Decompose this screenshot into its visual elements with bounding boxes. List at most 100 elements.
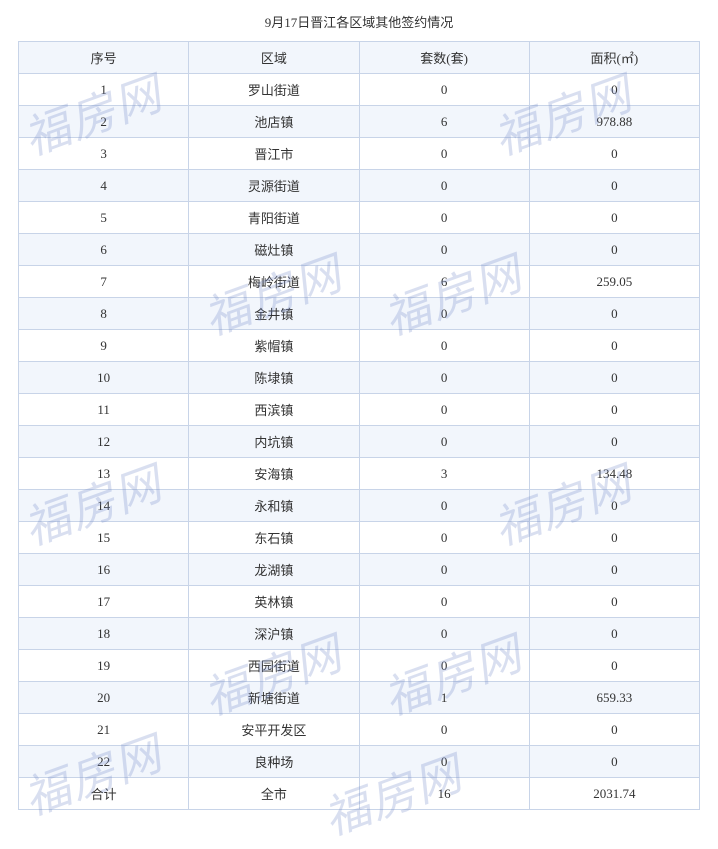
- table-cell: 17: [19, 586, 189, 618]
- table-cell: 15: [19, 522, 189, 554]
- col-area: 面积(㎡): [529, 42, 699, 74]
- table-row: 7梅岭街道6259.05: [19, 266, 700, 298]
- table-cell: 0: [359, 394, 529, 426]
- table-cell: 晋江市: [189, 138, 359, 170]
- table-cell: 1: [19, 74, 189, 106]
- table-cell: 安平开发区: [189, 714, 359, 746]
- table-cell: 12: [19, 426, 189, 458]
- table-cell: 0: [529, 554, 699, 586]
- table-cell: 134.48: [529, 458, 699, 490]
- table-cell: 5: [19, 202, 189, 234]
- table-cell: 东石镇: [189, 522, 359, 554]
- table-row: 13安海镇3134.48: [19, 458, 700, 490]
- table-cell: 0: [529, 138, 699, 170]
- table-cell: 0: [359, 298, 529, 330]
- table-cell: 4: [19, 170, 189, 202]
- table-cell: 20: [19, 682, 189, 714]
- table-row: 14永和镇00: [19, 490, 700, 522]
- table-cell: 0: [529, 522, 699, 554]
- table-cell: 0: [359, 202, 529, 234]
- table-cell: 0: [529, 394, 699, 426]
- table-cell: 3: [19, 138, 189, 170]
- table-cell: 新塘街道: [189, 682, 359, 714]
- col-region: 区域: [189, 42, 359, 74]
- table-cell: 梅岭街道: [189, 266, 359, 298]
- table-header-row: 序号 区域 套数(套) 面积(㎡): [19, 42, 700, 74]
- table-row: 5青阳街道00: [19, 202, 700, 234]
- table-cell: 9: [19, 330, 189, 362]
- table-cell: 青阳街道: [189, 202, 359, 234]
- col-count: 套数(套): [359, 42, 529, 74]
- table-cell: 0: [529, 650, 699, 682]
- table-cell: 0: [529, 330, 699, 362]
- table-cell: 13: [19, 458, 189, 490]
- table-cell: 合计: [19, 778, 189, 810]
- table-cell: 0: [359, 554, 529, 586]
- table-cell: 8: [19, 298, 189, 330]
- table-cell: 0: [359, 586, 529, 618]
- table-row: 20新塘街道1659.33: [19, 682, 700, 714]
- table-cell: 金井镇: [189, 298, 359, 330]
- table-cell: 16: [359, 778, 529, 810]
- table-cell: 2031.74: [529, 778, 699, 810]
- table-cell: 0: [359, 170, 529, 202]
- table-cell: 池店镇: [189, 106, 359, 138]
- table-cell: 0: [359, 330, 529, 362]
- table-row: 16龙湖镇00: [19, 554, 700, 586]
- table-cell: 0: [529, 426, 699, 458]
- table-cell: 西园街道: [189, 650, 359, 682]
- table-cell: 0: [529, 746, 699, 778]
- table-cell: 0: [529, 362, 699, 394]
- table-cell: 0: [529, 618, 699, 650]
- table-cell: 16: [19, 554, 189, 586]
- table-cell: 6: [19, 234, 189, 266]
- table-row: 8金井镇00: [19, 298, 700, 330]
- table-cell: 0: [359, 234, 529, 266]
- table-cell: 0: [529, 714, 699, 746]
- table-cell: 紫帽镇: [189, 330, 359, 362]
- table-row: 10陈埭镇00: [19, 362, 700, 394]
- table-cell: 978.88: [529, 106, 699, 138]
- table-row: 19西园街道00: [19, 650, 700, 682]
- table-cell: 安海镇: [189, 458, 359, 490]
- table-cell: 659.33: [529, 682, 699, 714]
- table-row: 18深沪镇00: [19, 618, 700, 650]
- table-cell: 6: [359, 266, 529, 298]
- table-cell: 0: [529, 234, 699, 266]
- table-cell: 0: [359, 714, 529, 746]
- table-row: 15东石镇00: [19, 522, 700, 554]
- table-cell: 英林镇: [189, 586, 359, 618]
- table-cell: 0: [359, 490, 529, 522]
- table-cell: 0: [529, 74, 699, 106]
- table-cell: 3: [359, 458, 529, 490]
- table-cell: 0: [529, 202, 699, 234]
- table-cell: 2: [19, 106, 189, 138]
- table-cell: 14: [19, 490, 189, 522]
- signing-table: 序号 区域 套数(套) 面积(㎡) 1罗山街道002池店镇6978.883晋江市…: [18, 41, 700, 810]
- table-cell: 18: [19, 618, 189, 650]
- table-cell: 0: [359, 522, 529, 554]
- table-row: 11西滨镇00: [19, 394, 700, 426]
- table-row: 6磁灶镇00: [19, 234, 700, 266]
- table-cell: 11: [19, 394, 189, 426]
- table-cell: 0: [359, 74, 529, 106]
- table-cell: 0: [529, 586, 699, 618]
- table-cell: 21: [19, 714, 189, 746]
- table-cell: 259.05: [529, 266, 699, 298]
- table-cell: 19: [19, 650, 189, 682]
- table-cell: 1: [359, 682, 529, 714]
- table-cell: 深沪镇: [189, 618, 359, 650]
- table-cell: 罗山街道: [189, 74, 359, 106]
- table-cell: 0: [359, 650, 529, 682]
- table-row: 9紫帽镇00: [19, 330, 700, 362]
- table-cell: 0: [529, 298, 699, 330]
- table-cell: 7: [19, 266, 189, 298]
- table-row: 4灵源街道00: [19, 170, 700, 202]
- table-cell: 良种场: [189, 746, 359, 778]
- table-cell: 龙湖镇: [189, 554, 359, 586]
- table-cell: 0: [359, 618, 529, 650]
- table-cell: 内坑镇: [189, 426, 359, 458]
- table-cell: 0: [359, 138, 529, 170]
- table-row: 合计全市162031.74: [19, 778, 700, 810]
- table-cell: 0: [359, 362, 529, 394]
